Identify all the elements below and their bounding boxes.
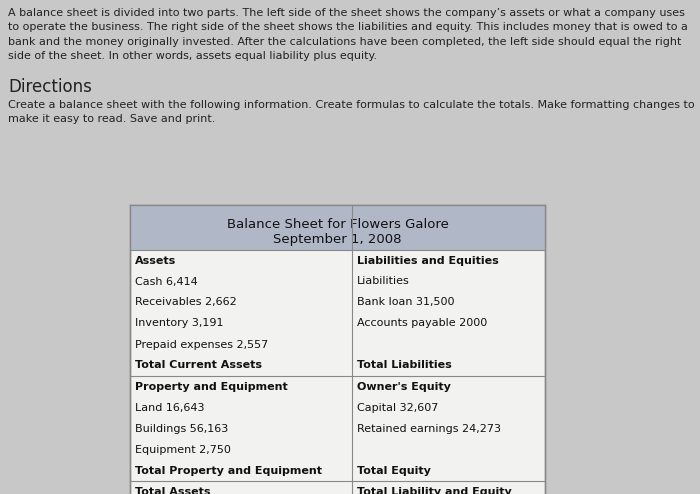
Text: Cash 6,414: Cash 6,414 (135, 277, 197, 287)
Bar (130, 205, 545, 250)
Text: Liabilities: Liabilities (357, 277, 410, 287)
Text: Buildings 56,163: Buildings 56,163 (135, 423, 228, 434)
Text: Land 16,643: Land 16,643 (135, 403, 204, 412)
Text: Equipment 2,750: Equipment 2,750 (135, 445, 231, 454)
Bar (130, 205, 545, 494)
Text: make it easy to read. Save and print.: make it easy to read. Save and print. (8, 115, 216, 124)
Text: Receivables 2,662: Receivables 2,662 (135, 297, 237, 307)
Text: Total Liabilities: Total Liabilities (357, 361, 452, 370)
Text: to operate the business. The right side of the sheet shows the liabilities and e: to operate the business. The right side … (8, 23, 688, 33)
Text: side of the sheet. In other words, assets equal liability plus equity.: side of the sheet. In other words, asset… (8, 51, 377, 61)
Text: Property and Equipment: Property and Equipment (135, 381, 288, 392)
Text: September 1, 2008: September 1, 2008 (273, 233, 402, 246)
Text: Balance Sheet for Flowers Galore: Balance Sheet for Flowers Galore (227, 218, 449, 231)
Text: Accounts payable 2000: Accounts payable 2000 (357, 319, 487, 329)
Text: Total Assets: Total Assets (135, 487, 211, 494)
Text: Total Property and Equipment: Total Property and Equipment (135, 465, 322, 476)
Text: Create a balance sheet with the following information. Create formulas to calcul: Create a balance sheet with the followin… (8, 100, 694, 110)
Text: Liabilities and Equities: Liabilities and Equities (357, 255, 499, 265)
Text: Prepaid expenses 2,557: Prepaid expenses 2,557 (135, 339, 268, 349)
Text: bank and the money originally invested. After the calculations have been complet: bank and the money originally invested. … (8, 37, 681, 47)
Text: Assets: Assets (135, 255, 176, 265)
Text: Owner's Equity: Owner's Equity (357, 381, 451, 392)
Text: Total Liability and Equity: Total Liability and Equity (357, 487, 512, 494)
Text: Total Current Assets: Total Current Assets (135, 361, 262, 370)
Text: Bank loan 31,500: Bank loan 31,500 (357, 297, 454, 307)
Text: Retained earnings 24,273: Retained earnings 24,273 (357, 423, 501, 434)
Text: Total Equity: Total Equity (357, 465, 431, 476)
Text: Inventory 3,191: Inventory 3,191 (135, 319, 223, 329)
Text: Capital 32,607: Capital 32,607 (357, 403, 438, 412)
Text: A balance sheet is divided into two parts. The left side of the sheet shows the : A balance sheet is divided into two part… (8, 8, 685, 18)
Text: Directions: Directions (8, 78, 92, 96)
